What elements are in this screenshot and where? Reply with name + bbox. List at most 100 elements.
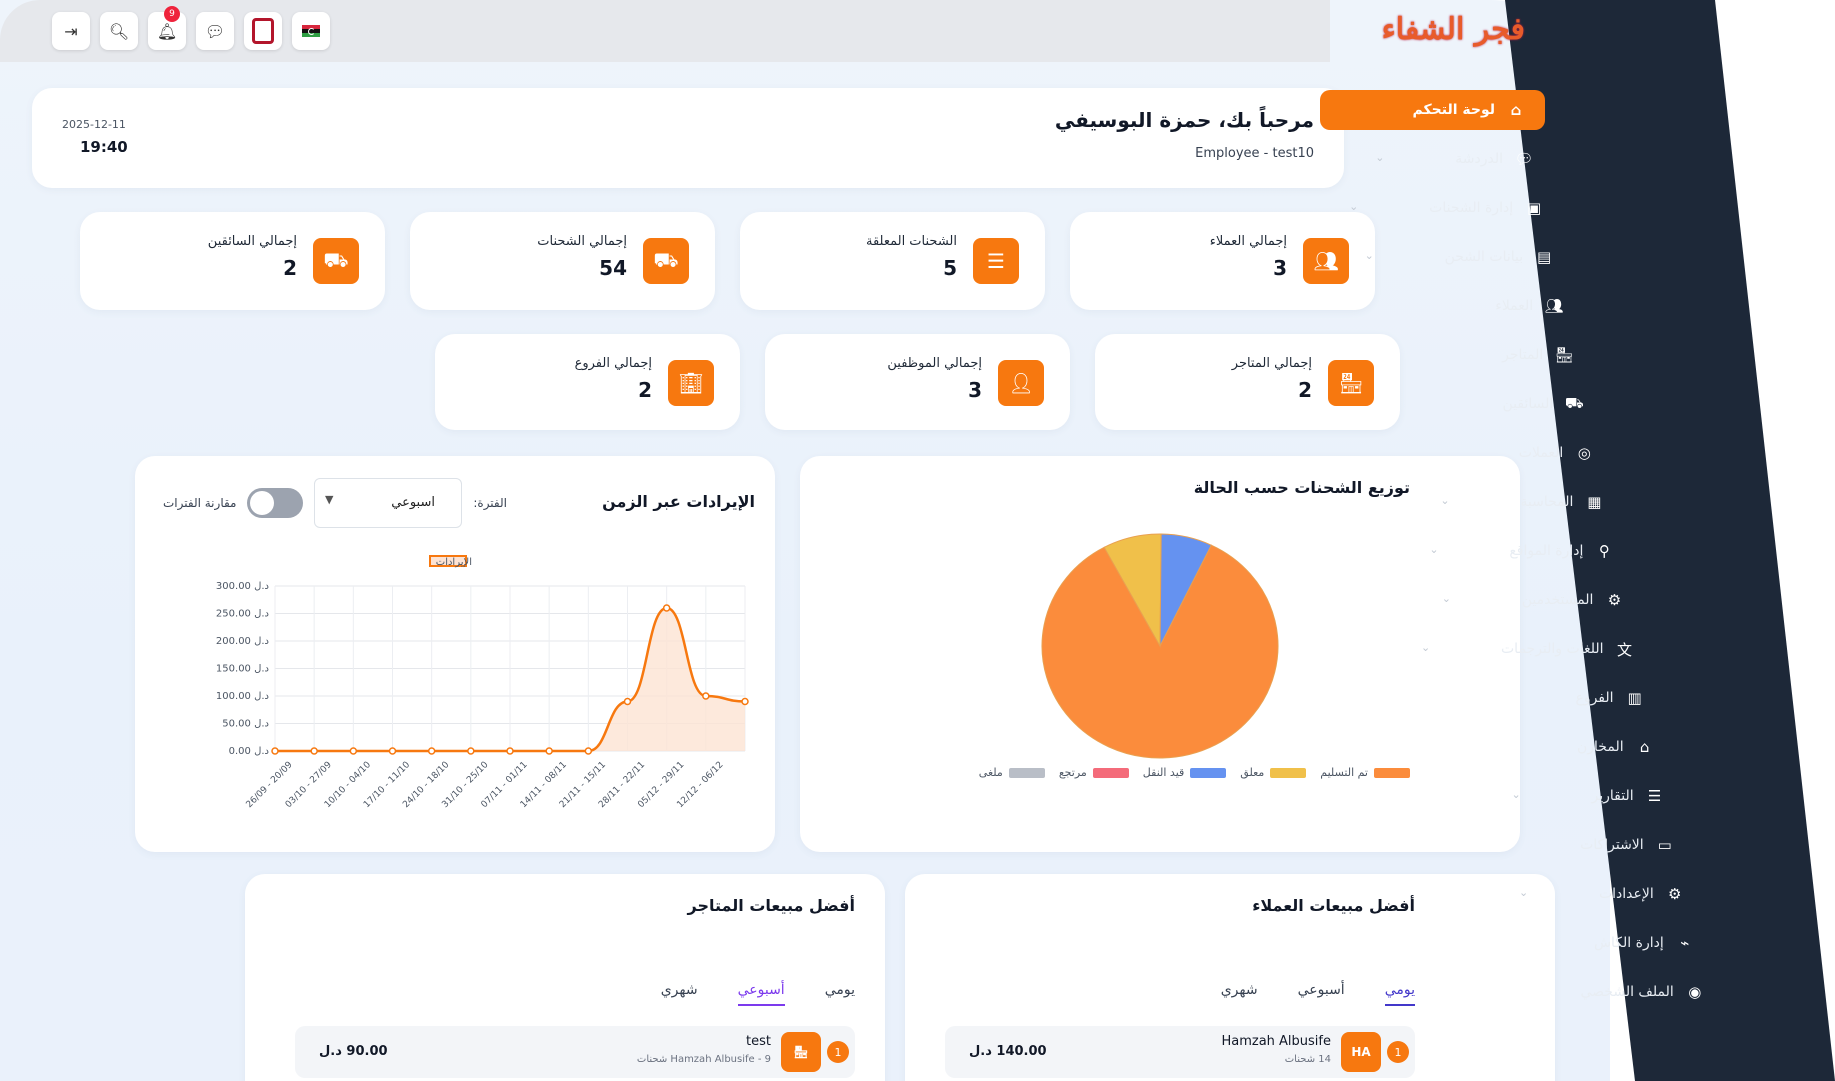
revenue-point-1[interactable] (310, 747, 318, 755)
search-icon[interactable]: 🔍︎ (100, 12, 138, 50)
tab-monthly[interactable]: شهري (1220, 982, 1258, 998)
chevron-down-icon[interactable]: ⌄ (1349, 200, 1359, 213)
revenue-point-12[interactable] (741, 697, 749, 706)
chevron-down-icon[interactable]: ⌄ (1421, 641, 1431, 654)
sidebar-item-11[interactable]: 文 اللغات والترجمات ⌄ (1421, 629, 1636, 669)
bell-icon[interactable]: 🔔︎ 9 (148, 6, 186, 50)
y-tick-label: 50.00 د.ل (222, 719, 269, 730)
pie-legend-item-4[interactable]: ملغى (979, 766, 1045, 779)
revenue-point-6[interactable] (506, 747, 514, 755)
document-icon: ▤ (1537, 248, 1552, 266)
sidebar-item-label: الملف الشخصي (1580, 984, 1674, 1000)
revenue-point-4[interactable] (427, 747, 436, 755)
welcome-card: مرحباً بك، حمزة البوسيفي Employee - test… (32, 88, 1344, 188)
flag-icon[interactable] (292, 12, 330, 50)
revenue-point-5[interactable] (467, 747, 475, 755)
sidebar-item-13[interactable]: ⌂ المخازن (1577, 727, 1656, 767)
sidebar-item-1[interactable]: 💬︎ الدردشة ⌄ (1375, 139, 1535, 179)
chevron-down-icon[interactable]: ⌄ (1441, 592, 1451, 605)
welcome-title: مرحباً بك، حمزة البوسيفي (1054, 108, 1314, 132)
stat-card-shipments[interactable]: ⛟ إجمالي الشحنات 54 (410, 212, 715, 310)
stat-card-stores[interactable]: 🏪︎ إجمالي المتاجر 2 (1095, 334, 1400, 430)
sidebar-item-label: الاشتراكات (1580, 837, 1644, 853)
sidebar-item-label: إدارة الشحنات (1429, 200, 1514, 216)
pie-legend-item-1[interactable]: معلق (1240, 766, 1307, 779)
y-tick-label: 200.00 د.ل (216, 636, 269, 647)
sidebar-item-4[interactable]: 👥︎ العملاء (1495, 286, 1565, 326)
sidebar-item-14[interactable]: ☰ التقارير ⌄ (1512, 776, 1666, 816)
sidebar-item-0[interactable]: ⌂ لوحة التحكم (1320, 90, 1545, 130)
pie-legend: تم التسليم معلق قيد النقل مرتجع ملغى (979, 766, 1410, 779)
tab-weekly[interactable]: أسبوعي (737, 982, 785, 1006)
pie-legend-item-2[interactable]: قيد النقل (1143, 766, 1227, 779)
sidebar-item-18[interactable]: ◉ الملف الشخصي (1580, 972, 1705, 1012)
user-gear-icon: ⚙ (1607, 591, 1622, 609)
stat-card-drivers[interactable]: ⛟ إجمالي السائقين 2 (80, 212, 385, 310)
revenue-line (275, 606, 746, 753)
sidebar-item-15[interactable]: ▭ الاشتراكات (1580, 825, 1676, 865)
sidebar-item-3[interactable]: ▤ بيانات الشحن ⌄ (1365, 237, 1556, 277)
tab-weekly[interactable]: أسبوعي (1297, 982, 1345, 998)
welcome-time: 19:40 (80, 138, 128, 156)
tab-daily[interactable]: يومي (824, 982, 855, 998)
sidebar-item-8[interactable]: ▦ المحاسبة ⌄ (1440, 482, 1605, 522)
list-item[interactable]: 1 HA Hamzah Albusife 14 شحنات 140.00 د.ل (945, 1026, 1415, 1078)
sidebar-item-12[interactable]: ▥ الفروع (1575, 678, 1645, 718)
y-tick-label: 0.00 د.ل (229, 746, 269, 757)
pie-slice-2[interactable] (1159, 533, 1213, 647)
revenue-point-9[interactable] (623, 697, 632, 706)
top-icons: ⇥ 🔍︎ 🔔︎ 9 💬︎ (52, 6, 330, 50)
stat-label: إجمالي السائقين (207, 234, 297, 249)
sidebar-item-6[interactable]: ⛟ السائقين (1503, 384, 1586, 424)
sidebar-item-16[interactable]: ⚙ الإعدادات ⌄ (1519, 874, 1686, 914)
sidebar-item-17[interactable]: ⌁ إدارة الكاش (1594, 923, 1696, 963)
store-owner-shipments: Hamzah Albusife - 9 شحنات (636, 1054, 771, 1065)
tab-daily[interactable]: يومي (1384, 982, 1415, 1006)
stat-card-employees[interactable]: 👤︎ إجمالي الموظفين 3 (765, 334, 1070, 430)
list-item[interactable]: 1 🏪︎ test Hamzah Albusife - 9 شحنات 90.0… (295, 1026, 855, 1078)
chevron-down-icon[interactable]: ⌄ (1375, 151, 1385, 164)
legend-label: ملغى (978, 766, 1003, 779)
welcome-date: 2025-12-11 (62, 118, 126, 131)
stat-card-customers[interactable]: 👥︎ إجمالي العملاء 3 (1070, 212, 1375, 310)
chat-icon[interactable]: 💬︎ (196, 12, 234, 50)
pie-legend-item-3[interactable]: مرتجع (1059, 766, 1129, 779)
revenue-point-7[interactable] (545, 747, 553, 755)
chevron-down-icon[interactable]: ⌄ (1429, 543, 1439, 556)
pie-legend-item-0[interactable]: تم التسليم (1320, 766, 1410, 779)
stat-value: 54 (599, 256, 627, 280)
sidebar-item-5[interactable]: 🏪︎ المتاجر (1502, 335, 1575, 375)
chevron-down-icon[interactable]: ⌄ (1511, 788, 1521, 801)
sidebar-item-7[interactable]: ◎ العملات (1519, 433, 1596, 473)
revenue-chart-card: الإيرادات عبر الزمن الفترة: اسبوعي ▼ مقا… (135, 456, 775, 852)
revenue-point-3[interactable] (388, 747, 397, 755)
chevron-down-icon[interactable]: ⌄ (1440, 494, 1450, 507)
sidebar-item-10[interactable]: ⚙ المستخدمين ⌄ (1442, 580, 1626, 620)
stat-card-pending[interactable]: ☰ الشحنات المعلقة 5 (740, 212, 1045, 310)
period-label: الفترة: (473, 496, 507, 510)
revenue-point-2[interactable] (349, 747, 358, 755)
logout-icon[interactable]: ⇥ (52, 12, 90, 50)
sidebar-item-2[interactable]: ▣ إدارة الشحنات ⌄ (1349, 188, 1545, 228)
period-select[interactable]: اسبوعي ▼ (314, 478, 462, 528)
box-icon: ▣ (1527, 199, 1542, 217)
chevron-down-icon[interactable]: ⌄ (1518, 886, 1529, 899)
revenue-point-11[interactable] (702, 692, 710, 700)
revenue-point-8[interactable] (584, 747, 593, 755)
stat-card-branches[interactable]: 🏢︎ إجمالي الفروع 2 (435, 334, 740, 430)
line-legend-label[interactable]: الإيرادات (436, 557, 472, 568)
compare-periods-toggle[interactable] (247, 488, 303, 518)
stat-value: 2 (638, 378, 652, 402)
revenue-point-10[interactable] (662, 604, 671, 612)
chevron-down-icon[interactable]: ⌄ (1364, 249, 1374, 262)
sidebar-item-9[interactable]: ⚲ إدارة المواقع ⌄ (1429, 531, 1615, 571)
stat-label: إجمالي الموظفين (887, 356, 982, 371)
app-logo-icon[interactable] (244, 12, 282, 50)
store-icon: 🏪︎ (1554, 346, 1574, 364)
pie-slice-0[interactable] (1041, 544, 1279, 759)
revenue-point-0[interactable] (271, 747, 279, 755)
tab-monthly[interactable]: شهري (660, 982, 698, 998)
top-stores-card: أفضل مبيعات المتاجر يومي أسبوعي شهري 1 🏪… (245, 874, 885, 1081)
users-icon: 👥︎ (1544, 297, 1564, 315)
user-circle-icon: ◉ (1688, 983, 1702, 1001)
